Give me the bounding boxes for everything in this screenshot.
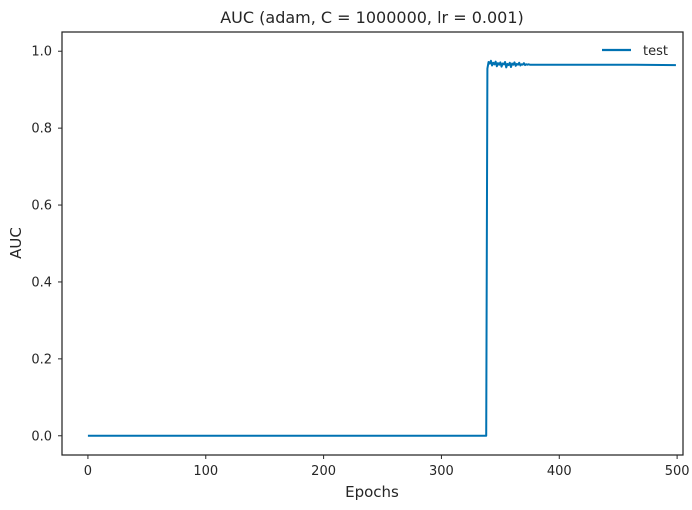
series-line-test — [87, 59, 676, 437]
plot-area-frame — [61, 31, 684, 456]
x-tick-label: 0 — [84, 464, 92, 479]
x-axis-label: Epochs — [345, 483, 399, 501]
y-tick-label: 1.0 — [31, 45, 52, 60]
legend: test — [602, 44, 668, 59]
x-tick-label: 400 — [547, 464, 572, 479]
x-tick-label: 500 — [665, 464, 690, 479]
y-axis-label: AUC — [7, 227, 25, 259]
x-tick-label: 100 — [193, 464, 218, 479]
y-tick-label: 0.2 — [31, 352, 52, 367]
y-tick-label: 0.4 — [31, 275, 52, 290]
x-tick-label: 300 — [429, 464, 454, 479]
x-axis-ticks: 0 100 200 300 400 500 — [84, 455, 690, 479]
series-layer — [87, 59, 676, 437]
y-tick-label: 0.8 — [31, 122, 52, 137]
y-axis-ticks: 0.0 0.2 0.4 0.6 0.8 1.0 — [31, 45, 62, 444]
y-tick-label: 0.6 — [31, 199, 52, 214]
y-tick-label: 0.0 — [31, 429, 52, 444]
legend-label: test — [643, 44, 668, 59]
x-tick-label: 200 — [311, 464, 336, 479]
chart-title: AUC (adam, C = 1000000, lr = 0.001) — [220, 8, 524, 27]
